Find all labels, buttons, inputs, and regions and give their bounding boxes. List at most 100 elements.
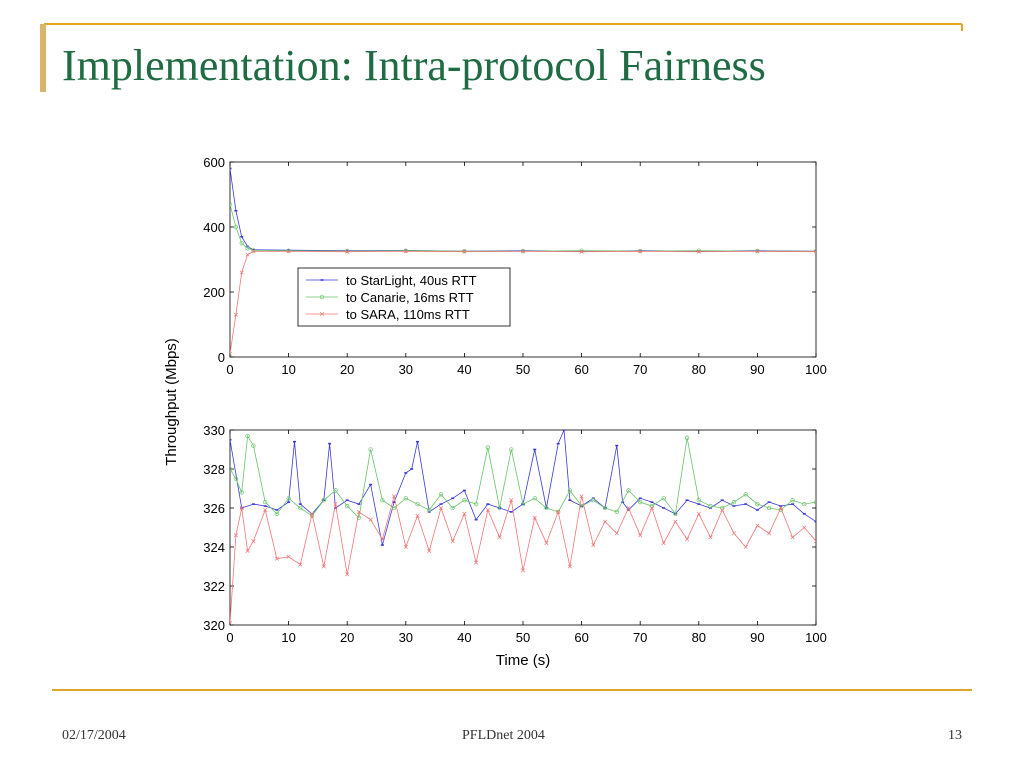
data-point	[251, 539, 256, 544]
data-point	[614, 509, 619, 515]
data-point	[380, 537, 385, 542]
x-tick-label: 40	[457, 630, 471, 645]
data-point	[438, 505, 444, 511]
x-tick-label: 50	[516, 362, 530, 377]
data-point	[743, 544, 748, 550]
data-point	[556, 442, 560, 445]
x-tick-label: 100	[805, 630, 827, 645]
data-point	[520, 249, 526, 254]
data-point	[638, 533, 643, 538]
data-point	[614, 531, 619, 536]
data-point	[233, 533, 238, 538]
data-point	[661, 541, 666, 546]
data-point	[233, 312, 238, 317]
data-point	[602, 519, 608, 524]
data-point	[403, 544, 408, 550]
plot-frame	[229, 429, 817, 626]
data-point	[520, 501, 526, 507]
y-tick-label: 0	[218, 350, 225, 365]
data-point	[509, 447, 514, 452]
x-tick-label: 30	[399, 362, 413, 377]
data-point	[696, 511, 701, 516]
data-point	[403, 249, 408, 254]
data-point	[286, 248, 291, 253]
data-point	[662, 507, 666, 509]
data-point	[579, 249, 584, 254]
data-point	[591, 543, 596, 548]
y-tick-label: 320	[203, 618, 225, 633]
data-point	[509, 498, 514, 503]
data-point	[813, 249, 816, 254]
data-point	[245, 548, 250, 553]
data-point	[391, 505, 397, 511]
data-point	[230, 202, 233, 207]
data-point	[685, 499, 689, 501]
data-point	[286, 249, 291, 254]
legend-label: to StarLight, 40us RTT	[346, 273, 477, 288]
data-point	[239, 241, 244, 246]
data-point	[802, 513, 806, 515]
data-point	[731, 531, 737, 536]
data-point	[778, 505, 783, 511]
x-tick-label: 90	[750, 630, 764, 645]
data-point	[357, 503, 361, 505]
legend-label: to Canarie, 16ms RTT	[346, 290, 474, 305]
data-point	[591, 498, 596, 503]
data-point	[813, 500, 816, 505]
data-point	[345, 572, 350, 577]
legend: to StarLight, 40us RTT to Canarie, 16ms R…	[297, 267, 511, 327]
data-point	[462, 248, 467, 254]
data-point	[696, 249, 701, 254]
x-tick-label: 60	[574, 630, 588, 645]
data-point	[696, 498, 701, 503]
data-point	[450, 505, 455, 511]
data-point	[274, 556, 279, 561]
data-point	[755, 501, 760, 507]
x-tick-label: 0	[226, 362, 233, 377]
data-point	[766, 505, 772, 511]
slide-title: Implementation: Intra-protocol Fairness	[62, 41, 766, 90]
series-group	[230, 167, 816, 356]
data-point	[368, 517, 373, 522]
data-point	[251, 248, 256, 253]
legend-marker	[320, 279, 324, 281]
y-tick-label: 324	[203, 540, 225, 555]
data-point	[240, 235, 244, 238]
data-point	[368, 447, 373, 452]
data-point	[684, 435, 690, 440]
series-line-0	[230, 430, 816, 546]
data-point	[239, 270, 244, 275]
data-point	[744, 503, 748, 505]
x-tick-label: 80	[692, 362, 706, 377]
data-point	[251, 503, 255, 505]
data-point	[462, 489, 466, 492]
data-point	[298, 505, 303, 511]
y-tick-label: 322	[203, 579, 225, 594]
data-point	[544, 541, 549, 546]
data-point	[802, 501, 807, 507]
footer-page-number: 13	[948, 728, 962, 743]
data-point	[230, 438, 232, 441]
chart-bottom: 0 10 20 30 40 50 60 70 80 90 100 320 322 324 326 328 330…	[203, 423, 827, 669]
data-point	[230, 466, 233, 472]
data-point	[790, 498, 795, 503]
chart-top: 0 10 20 30 40 50 60 70 80 90 100 0 200 400 600 to StarL…	[203, 155, 827, 377]
data-point	[251, 249, 256, 254]
x-tick-label: 50	[516, 630, 530, 645]
data-point	[427, 548, 432, 553]
data-point	[356, 509, 361, 514]
left-accent-bar	[40, 24, 46, 92]
data-point	[321, 564, 326, 569]
data-point	[626, 505, 631, 511]
data-point	[497, 505, 502, 511]
x-tick-label: 10	[281, 630, 295, 645]
series-group	[230, 430, 816, 625]
data-point	[685, 537, 690, 542]
data-point	[380, 544, 384, 546]
data-point	[239, 490, 244, 495]
series-line-1	[230, 204, 816, 252]
data-point	[230, 351, 233, 356]
data-point	[755, 509, 759, 511]
data-point	[356, 515, 362, 520]
data-point	[767, 501, 771, 503]
